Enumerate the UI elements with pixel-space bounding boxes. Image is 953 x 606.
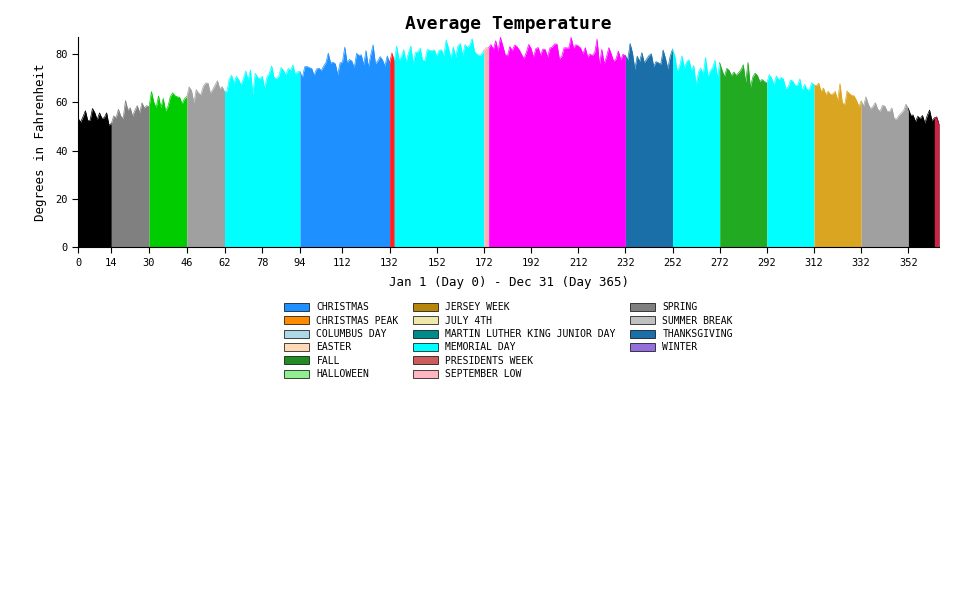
X-axis label: Jan 1 (Day 0) - Dec 31 (Day 365): Jan 1 (Day 0) - Dec 31 (Day 365) bbox=[388, 276, 628, 289]
Legend: CHRISTMAS, CHRISTMAS PEAK, COLUMBUS DAY, EASTER, FALL, HALLOWEEN, JERSEY WEEK, J: CHRISTMAS, CHRISTMAS PEAK, COLUMBUS DAY,… bbox=[280, 298, 736, 383]
Title: Average Temperature: Average Temperature bbox=[405, 15, 611, 33]
Y-axis label: Degrees in Fahrenheit: Degrees in Fahrenheit bbox=[34, 64, 47, 221]
